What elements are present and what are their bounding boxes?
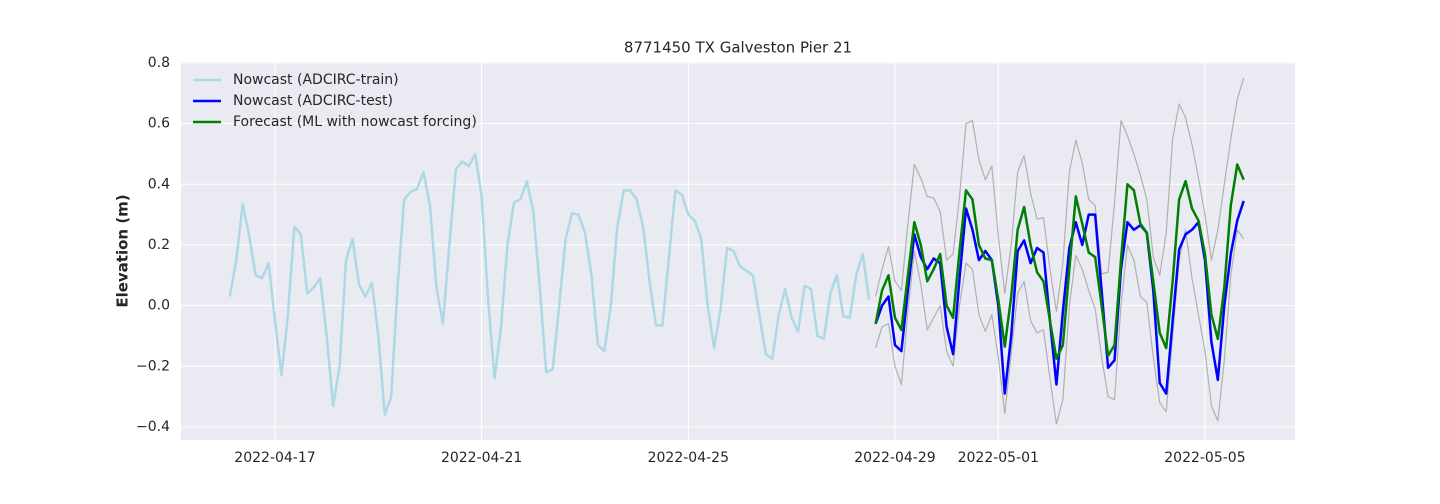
series-line [875, 77, 1245, 313]
legend-label: Nowcast (ADCIRC-train) [233, 72, 399, 88]
y-tick-label: 0.4 [148, 176, 170, 192]
grid [181, 62, 1295, 440]
y-axis-label: Elevation (m) [114, 194, 132, 307]
legend-label: Nowcast (ADCIRC-test) [233, 93, 393, 109]
y-tick-label: 0.6 [148, 116, 170, 132]
x-tick-label: 2022-05-05 [1164, 450, 1245, 466]
x-tick-label: 2022-04-25 [648, 450, 729, 466]
x-tick-label: 2022-04-21 [441, 450, 522, 466]
y-tick-label: −0.2 [136, 358, 170, 374]
lines [228, 77, 1245, 425]
plot-area [181, 62, 1295, 440]
chart-title: 8771450 TX Galveston Pier 21 [624, 39, 852, 57]
y-tick-label: −0.4 [136, 419, 170, 435]
legend-label: Forecast (ML with nowcast forcing) [233, 114, 477, 130]
x-tick-label: 2022-04-17 [234, 450, 315, 466]
series-line [874, 163, 1245, 360]
x-tick-label: 2022-05-01 [958, 450, 1039, 466]
labels: −0.4 −0.2 0.0 0.2 0.4 0.6 0.8 2022-04-17 2022-04… [136, 55, 1246, 466]
series-line [228, 152, 871, 417]
x-tick-label: 2022-04-29 [854, 450, 935, 466]
y-tick-label: 0.8 [148, 55, 170, 71]
y-tick-label: 0.2 [148, 237, 170, 253]
y-tick-label: 0.0 [148, 298, 170, 314]
